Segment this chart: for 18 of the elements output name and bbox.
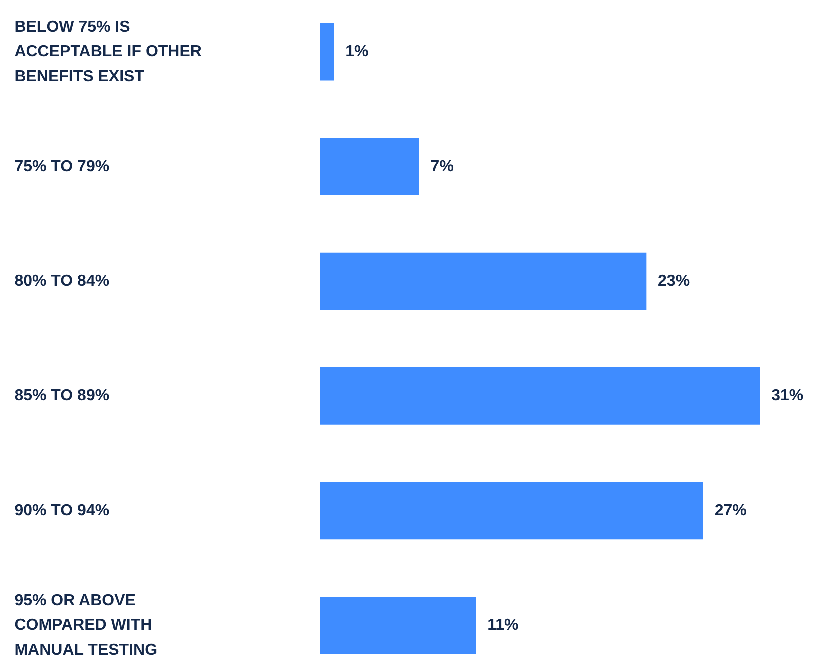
bar [320,138,420,196]
data-label: 23% [658,273,690,290]
bar [320,596,476,654]
bar [320,252,647,310]
data-label: 1% [346,44,369,61]
data-label: 11% [488,617,519,634]
data-label: 7% [430,158,454,176]
y-tick-label: 95% OR ABOVE COMPARED WITH MANUAL TESTING [14,592,158,659]
y-tick-label: BELOW 75% IS ACCEPTABLE IF OTHER BENEFITS EXIST [14,18,202,86]
data-label: 27% [714,502,747,520]
y-tick-label: 85% TO 89% [14,388,110,405]
y-tick-label: 80% TO 84% [14,273,110,290]
bar [320,368,760,425]
bar [320,482,704,540]
bar [320,23,334,81]
y-tick-label: 90% TO 94% [14,502,110,520]
y-tick-label: 75% TO 79% [14,158,110,176]
data-label: 31% [772,388,804,405]
